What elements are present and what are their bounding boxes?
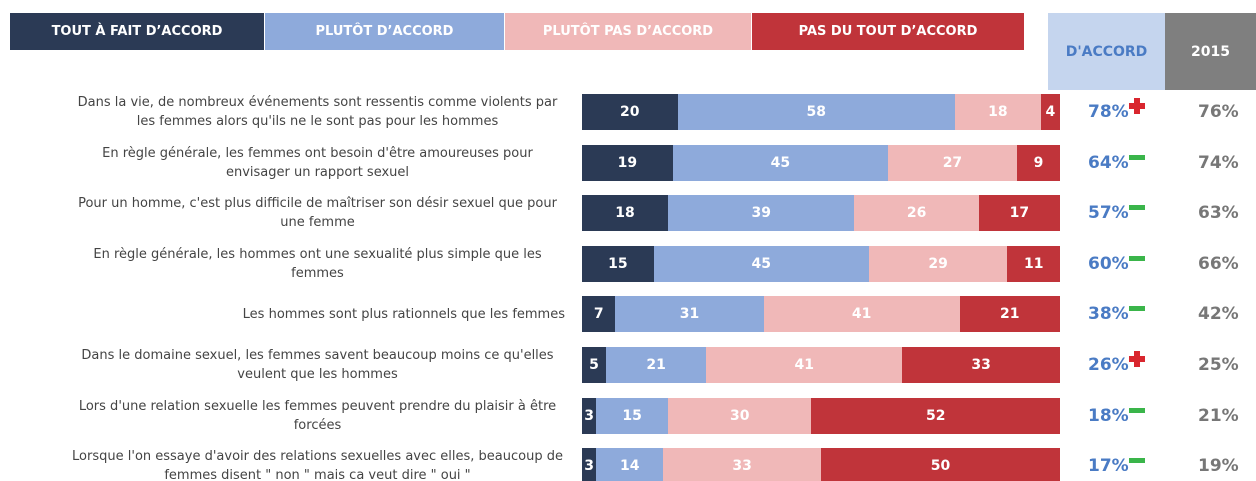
bar-segment: 3 — [582, 448, 597, 481]
previous-value: 21% — [1198, 405, 1239, 426]
category-text: En règle générale, les hommes ont une se… — [93, 246, 542, 281]
bar-segment: 20 — [582, 94, 678, 130]
category-label: Lors d'une relation sexuelle les femmes … — [20, 393, 565, 439]
trend-icon — [1129, 351, 1145, 367]
category-label: Lorsque l'on essaye d'avoir des relation… — [20, 443, 565, 481]
trend-icon — [1129, 149, 1145, 165]
bar-segment: 45 — [653, 245, 869, 282]
agree-value: 18% — [1088, 405, 1129, 426]
category-label: Les hommes sont plus rationnels que les … — [20, 291, 565, 337]
bar-segment: 45 — [672, 144, 888, 181]
bar-segment: 27 — [887, 144, 1017, 181]
previous-value: 74% — [1198, 152, 1239, 173]
category-text: Dans la vie, de nombreux événements sont… — [77, 95, 558, 129]
agree-value: 38% — [1088, 304, 1129, 325]
category-label: En règle générale, les hommes ont une se… — [20, 241, 565, 287]
trend-icon — [1129, 199, 1145, 215]
agree-value: 57% — [1088, 203, 1129, 224]
legend-item: PAS DU TOUT D’ACCORD — [752, 13, 1025, 50]
trend-icon — [1129, 402, 1145, 418]
category-label: En règle générale, les femmes ont besoin… — [20, 140, 565, 186]
minus — [1129, 407, 1145, 413]
agree-value: 26% — [1088, 355, 1129, 375]
minus — [1129, 458, 1145, 464]
previous-value: 42% — [1198, 304, 1239, 325]
bar-segment: 11 — [1007, 245, 1060, 282]
bar-segment: 15 — [596, 397, 669, 434]
bar-segment: 50 — [821, 448, 1060, 481]
category-text: En règle générale, les femmes ont besoin… — [102, 145, 533, 180]
category-label: Dans le domaine sexuel, les femmes saven… — [20, 342, 565, 388]
previous-value: 76% — [1198, 102, 1239, 122]
agree-header: D'ACCORD — [1048, 13, 1165, 90]
bar-segment: 58 — [677, 94, 955, 130]
bar-segment: 18 — [954, 94, 1041, 130]
trend-icon — [1129, 452, 1145, 468]
bar-segment: 19 — [582, 144, 673, 181]
previous-value: 66% — [1198, 253, 1239, 274]
bar-segment: 21 — [605, 347, 707, 383]
category-text: Les hommes sont plus rationnels que les … — [242, 306, 565, 322]
previous-value: 25% — [1198, 355, 1239, 375]
bar-segment: 39 — [668, 195, 855, 232]
legend-item: TOUT À FAIT D’ACCORD — [10, 13, 265, 50]
bar-segment: 29 — [868, 245, 1008, 282]
trend-icon — [1129, 300, 1145, 316]
minus — [1129, 154, 1145, 160]
agree-value: 60% — [1088, 253, 1129, 274]
bar-segment: 14 — [596, 448, 664, 481]
category-text: Dans le domaine sexuel, les femmes saven… — [81, 348, 554, 382]
trend-icon — [1129, 250, 1145, 266]
bar-segment: 41 — [763, 296, 960, 333]
bar-segment: 26 — [854, 195, 979, 232]
plus-h — [1129, 103, 1145, 109]
bar-segment: 4 — [1040, 94, 1060, 130]
previous-value: 63% — [1198, 203, 1239, 224]
bar-segment: 5 — [582, 347, 606, 383]
category-text: Pour un homme, c'est plus difficile de m… — [78, 196, 557, 231]
trend-icon — [1129, 98, 1145, 114]
previous-value: 19% — [1198, 456, 1239, 477]
category-text: Lors d'une relation sexuelle les femmes … — [78, 398, 557, 433]
bar-segment: 41 — [706, 347, 903, 383]
agree-value: 17% — [1088, 456, 1129, 477]
bar-segment: 30 — [668, 397, 812, 434]
category-label: Dans la vie, de nombreux événements sont… — [20, 89, 565, 135]
bar-segment: 52 — [811, 397, 1060, 434]
minus — [1129, 255, 1145, 261]
previous-header: 2015 — [1165, 13, 1256, 90]
legend-item: PLUTÔT PAS D’ACCORD — [505, 13, 752, 50]
minus — [1129, 306, 1145, 312]
bar-segment: 9 — [1016, 144, 1060, 181]
legend-item: PLUTÔT D’ACCORD — [265, 13, 505, 50]
agree-value: 64% — [1088, 152, 1129, 173]
bar-segment: 17 — [978, 195, 1060, 232]
plus-h — [1129, 356, 1145, 362]
category-label: Pour un homme, c'est plus difficile de m… — [20, 190, 565, 236]
bar-segment: 7 — [582, 296, 616, 333]
agree-value: 78% — [1088, 102, 1129, 122]
minus — [1129, 205, 1145, 211]
bar-segment: 3 — [582, 397, 597, 434]
bar-segment: 21 — [959, 296, 1060, 333]
bar-segment: 15 — [582, 245, 654, 282]
bar-segment: 31 — [615, 296, 764, 333]
bar-segment: 18 — [582, 195, 669, 232]
bar-segment: 33 — [902, 347, 1060, 383]
bar-segment: 33 — [663, 448, 821, 481]
category-text: Lorsque l'on essaye d'avoir des relation… — [72, 449, 563, 481]
